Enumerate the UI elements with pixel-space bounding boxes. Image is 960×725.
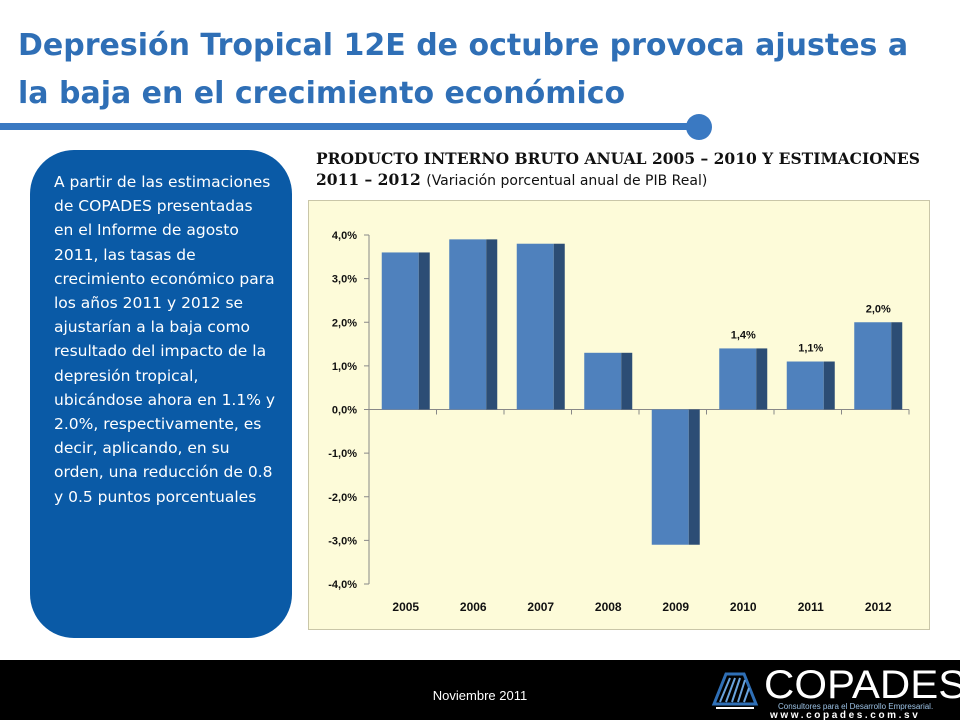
sidebar-panel: A partir de las estimaciones de COPADES … (30, 150, 292, 638)
bar-side-2008 (621, 352, 633, 410)
copades-logo-icon (711, 672, 759, 709)
x-tick-label: 2010 (730, 600, 757, 614)
x-tick-label: 2006 (460, 600, 487, 614)
sidebar-text: A partir de las estimaciones de COPADES … (54, 173, 276, 506)
x-tick-label: 2009 (662, 600, 689, 614)
y-tick-label: 0,0% (332, 405, 357, 417)
chart-heading-title: PRODUCTO INTERNO BRUTO ANUAL 2005 – 2010… (316, 149, 920, 189)
footer-bar: Noviembre 2011 COPADES Consultores para … (0, 660, 960, 721)
x-tick-label: 2005 (392, 600, 419, 614)
bar-2012 (854, 322, 892, 410)
y-tick-label: 3,0% (332, 274, 357, 286)
chart-heading: PRODUCTO INTERNO BRUTO ANUAL 2005 – 2010… (316, 148, 946, 192)
bar-2006 (449, 239, 487, 410)
logo-url: www.copades.com.sv (770, 710, 921, 721)
bar-2007 (516, 243, 554, 410)
bar-2009 (651, 409, 689, 545)
bar-2011 (786, 361, 824, 410)
bar-2010 (719, 348, 757, 410)
y-tick-label: 1,0% (332, 361, 357, 373)
bar-side-2009 (688, 409, 700, 545)
data-label-2011: 1,1% (798, 343, 823, 355)
chart-heading-subtitle: (Variación porcentual anual de PIB Real) (426, 173, 708, 189)
slide-title: Depresión Tropical 12E de octubre provoc… (18, 28, 909, 111)
y-tick-label: -1,0% (328, 448, 357, 460)
bar-side-2005 (418, 252, 430, 410)
chart-area: 4,0% 3,0% 2,0% 1,0% 0,0% -1,0% -2,0% -3,0% -4,0%… (308, 200, 930, 630)
copades-logo: COPADES Consultores para el Desarrollo E… (706, 664, 960, 721)
y-tick-label: 4,0% (332, 230, 357, 242)
title-underline (0, 123, 700, 130)
logo-tagline: Consultores para el Desarrollo Empresari… (778, 702, 934, 711)
bar-side-2006 (486, 239, 498, 410)
logo-wordmark: COPADES (764, 662, 960, 707)
title-underline-dot (686, 114, 712, 140)
x-tick-label: 2007 (527, 600, 554, 614)
data-label-2012: 2,0% (866, 303, 891, 315)
y-tick-label: 2,0% (332, 317, 357, 329)
y-tick-label: -4,0% (328, 579, 357, 591)
bar-side-2010 (756, 348, 768, 410)
bar-side-2011 (823, 361, 835, 410)
x-tick-label: 2012 (865, 600, 892, 614)
bar-2008 (584, 352, 622, 410)
y-tick-label: -3,0% (328, 535, 357, 547)
bar-side-2007 (553, 243, 565, 410)
y-tick-label: -2,0% (328, 492, 357, 504)
footer-date: Noviembre 2011 (432, 688, 528, 703)
bar-2005 (381, 252, 419, 410)
x-tick-label: 2011 (798, 600, 824, 614)
x-tick-label: 2008 (595, 600, 622, 614)
bar-chart: 4,0% 3,0% 2,0% 1,0% 0,0% -1,0% -2,0% -3,0% -4,0%… (328, 230, 910, 614)
bar-side-2012 (891, 322, 903, 410)
data-label-2010: 1,4% (731, 329, 756, 341)
